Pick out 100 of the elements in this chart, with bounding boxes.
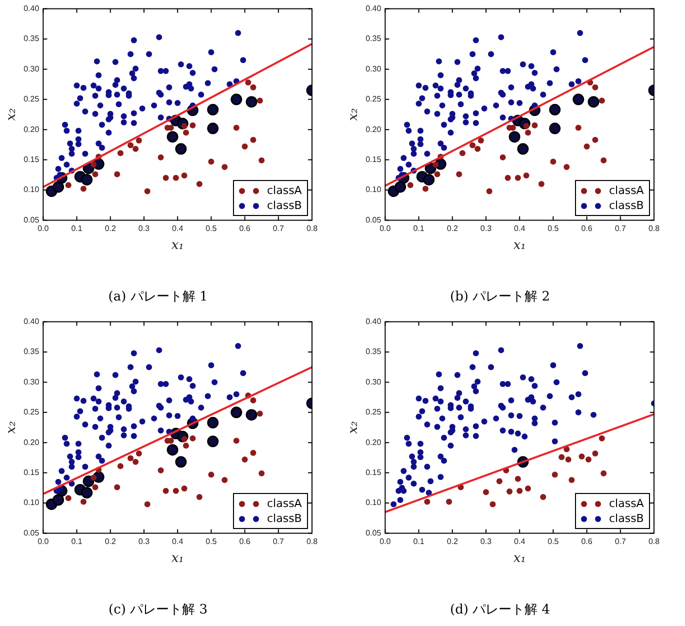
point [486, 188, 492, 194]
point [52, 181, 64, 193]
x-tick-label: 0.0 [38, 537, 50, 546]
x-tick-label: 0.7 [272, 537, 285, 546]
x-tick-label: 0.7 [614, 224, 627, 234]
x-tick-label: 0.0 [38, 224, 50, 234]
point [514, 174, 521, 181]
point [532, 122, 538, 128]
y-tick-label: 0.30 [24, 64, 40, 74]
point [222, 164, 228, 170]
point [172, 488, 179, 494]
y-tick-label: 0.10 [24, 185, 40, 194]
x-tick-label: 0.4 [172, 224, 184, 234]
x-tick-label: 0.4 [514, 224, 526, 234]
point [132, 458, 139, 465]
y-tick-label: 0.10 [366, 185, 382, 194]
point [517, 143, 529, 155]
legend-label: classB [609, 512, 644, 526]
x-axis-title: x₁ [171, 550, 184, 566]
y-tick-label: 0.40 [366, 317, 382, 326]
point [592, 136, 598, 143]
point [478, 137, 484, 144]
point [565, 456, 572, 463]
point [190, 122, 196, 128]
point [575, 124, 582, 131]
point [564, 164, 570, 170]
point [222, 477, 228, 484]
point [172, 174, 179, 181]
point [578, 453, 585, 460]
point [432, 162, 439, 168]
point [181, 172, 188, 179]
point [114, 484, 120, 490]
point [434, 171, 440, 178]
point [423, 174, 435, 186]
point [136, 137, 142, 144]
point [524, 130, 531, 136]
point [470, 142, 476, 148]
point [585, 456, 592, 463]
x-tick-label: 0.7 [272, 224, 285, 234]
point [81, 174, 93, 186]
x-tick-label: 0.6 [239, 224, 251, 234]
point [516, 488, 523, 494]
point [245, 79, 252, 86]
y-tick-label: 0.35 [366, 347, 382, 356]
y-tick-label: 0.35 [24, 34, 40, 44]
y-tick-label: 0.20 [366, 438, 382, 447]
point [407, 182, 414, 188]
point [208, 158, 214, 165]
x-tick-label: 0.2 [446, 224, 458, 234]
x-tick-label: 0.7 [614, 537, 627, 546]
y-tick-label: 0.05 [366, 528, 382, 538]
point [128, 455, 134, 462]
point [181, 486, 188, 492]
y-tick-label: 0.15 [366, 468, 382, 478]
point [550, 158, 556, 165]
x-tick-label: 0.2 [446, 537, 458, 546]
point [246, 96, 258, 108]
x-tick-label: 0.8 [648, 224, 660, 234]
point [422, 186, 428, 192]
point [90, 474, 97, 481]
point [92, 171, 98, 178]
point [500, 154, 506, 160]
point [158, 154, 164, 160]
y-tick-label: 0.10 [24, 498, 40, 508]
y-tick-label: 0.25 [366, 408, 382, 417]
x-tick-label: 0.5 [206, 537, 218, 546]
y-tick-label: 0.35 [24, 347, 40, 356]
point [175, 456, 187, 468]
point [504, 174, 511, 181]
y-tick-label: 0.20 [24, 124, 40, 134]
point [506, 488, 513, 495]
point [490, 501, 496, 508]
point [446, 498, 452, 505]
point [144, 188, 150, 194]
point [538, 180, 544, 187]
point [182, 442, 189, 449]
point [588, 96, 600, 108]
legend-label: classB [267, 199, 302, 212]
text: (d) パレート解 4 [450, 602, 550, 618]
point [246, 409, 258, 421]
y-tick-label: 0.40 [366, 4, 382, 14]
point [258, 157, 265, 164]
y-axis-title: x₂ [4, 108, 20, 121]
point [459, 150, 466, 156]
x-tick-label: 0.3 [480, 537, 492, 546]
point [496, 478, 502, 484]
point [549, 122, 561, 134]
point [207, 416, 219, 428]
point [474, 146, 481, 152]
point [568, 477, 575, 484]
x-tick-label: 0.5 [548, 224, 560, 234]
point [508, 131, 520, 143]
point [65, 495, 72, 502]
point [162, 174, 169, 181]
point [90, 162, 97, 168]
point [242, 456, 248, 463]
point [117, 463, 124, 470]
point [65, 182, 72, 188]
point [196, 494, 202, 500]
x-axis-title: x₁ [513, 238, 526, 253]
